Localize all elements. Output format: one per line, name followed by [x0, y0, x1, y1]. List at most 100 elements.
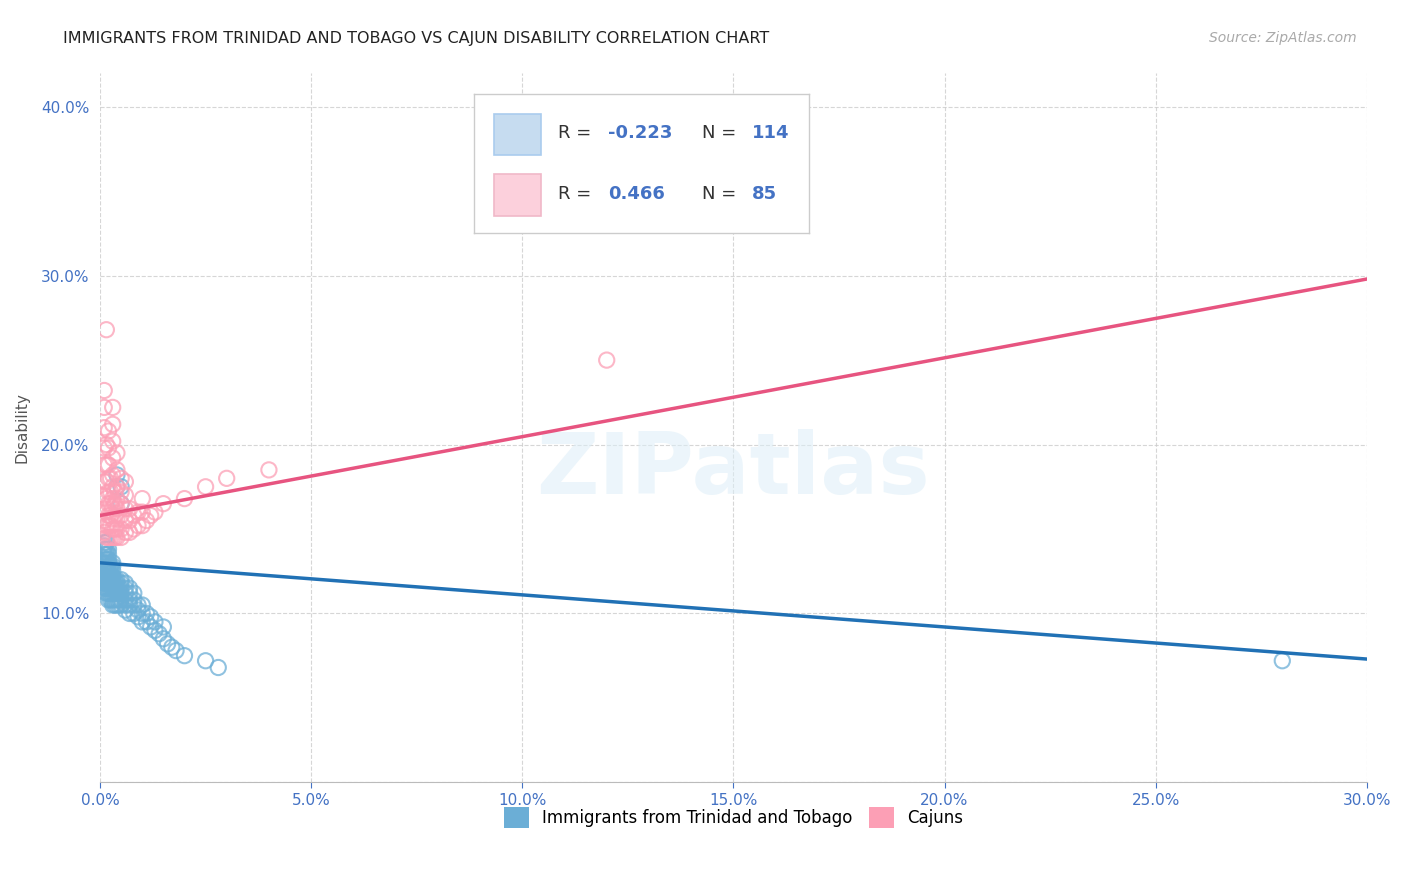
Point: [114, 598, 136, 612]
Point: [93, 576, 115, 591]
Point: [101, 512, 124, 526]
Point: [122, 522, 145, 536]
Point: [135, 607, 157, 621]
Point: [97, 531, 120, 545]
Point: [96, 564, 118, 578]
Point: [91, 573, 114, 587]
Point: [97, 542, 120, 557]
Point: [93, 552, 115, 566]
Point: [96, 547, 118, 561]
Point: [101, 434, 124, 449]
Point: [105, 531, 128, 545]
Point: [131, 607, 153, 621]
Point: [96, 505, 118, 519]
Point: [96, 437, 118, 451]
Point: [97, 564, 120, 578]
Point: [105, 480, 128, 494]
Point: [100, 531, 122, 545]
Point: [93, 458, 115, 472]
Point: [173, 491, 195, 506]
Point: [122, 598, 145, 612]
Point: [105, 501, 128, 516]
Point: [110, 586, 132, 600]
Point: [101, 576, 124, 591]
Point: [108, 586, 131, 600]
Point: [101, 573, 124, 587]
Point: [118, 598, 141, 612]
Point: [97, 471, 120, 485]
Point: [96, 323, 118, 337]
Point: [152, 620, 174, 634]
Point: [1271, 654, 1294, 668]
Point: [104, 593, 127, 607]
Point: [104, 484, 127, 499]
Point: [97, 424, 120, 438]
Point: [152, 497, 174, 511]
Point: [114, 488, 136, 502]
Point: [127, 505, 149, 519]
Point: [110, 471, 132, 485]
Point: [160, 640, 183, 655]
Point: [96, 542, 118, 557]
Point: [118, 581, 141, 595]
Point: [97, 573, 120, 587]
Point: [110, 522, 132, 536]
Point: [96, 559, 118, 574]
Point: [100, 586, 122, 600]
Point: [100, 564, 122, 578]
Point: [118, 586, 141, 600]
Point: [114, 603, 136, 617]
Point: [97, 518, 120, 533]
Point: [143, 624, 166, 638]
Point: [148, 626, 170, 640]
Point: [131, 615, 153, 629]
Point: [97, 497, 120, 511]
Point: [131, 598, 153, 612]
Point: [101, 598, 124, 612]
Point: [101, 531, 124, 545]
Point: [93, 573, 115, 587]
Point: [93, 501, 115, 516]
Point: [96, 573, 118, 587]
Point: [105, 586, 128, 600]
Point: [93, 525, 115, 540]
Point: [105, 512, 128, 526]
Point: [101, 480, 124, 494]
Point: [122, 508, 145, 523]
Point: [101, 569, 124, 583]
Point: [127, 603, 149, 617]
Point: [97, 484, 120, 499]
Point: [110, 576, 132, 591]
Point: [96, 458, 118, 472]
Point: [93, 569, 115, 583]
Point: [105, 463, 128, 477]
Point: [97, 458, 120, 472]
Point: [100, 559, 122, 574]
Point: [100, 581, 122, 595]
Point: [101, 586, 124, 600]
Point: [96, 535, 118, 549]
Point: [101, 467, 124, 482]
Point: [139, 508, 162, 523]
Point: [105, 593, 128, 607]
Point: [105, 522, 128, 536]
Point: [122, 593, 145, 607]
Point: [114, 525, 136, 540]
Point: [139, 610, 162, 624]
Point: [510, 201, 533, 215]
Point: [143, 505, 166, 519]
Point: [135, 615, 157, 629]
Point: [93, 581, 115, 595]
Point: [110, 573, 132, 587]
Point: [96, 491, 118, 506]
Point: [143, 615, 166, 629]
Point: [93, 539, 115, 553]
Point: [97, 441, 120, 455]
Point: [127, 518, 149, 533]
Point: [596, 353, 619, 368]
Point: [100, 508, 122, 523]
Point: [93, 573, 115, 587]
Point: [97, 569, 120, 583]
Point: [110, 497, 132, 511]
Point: [194, 480, 217, 494]
